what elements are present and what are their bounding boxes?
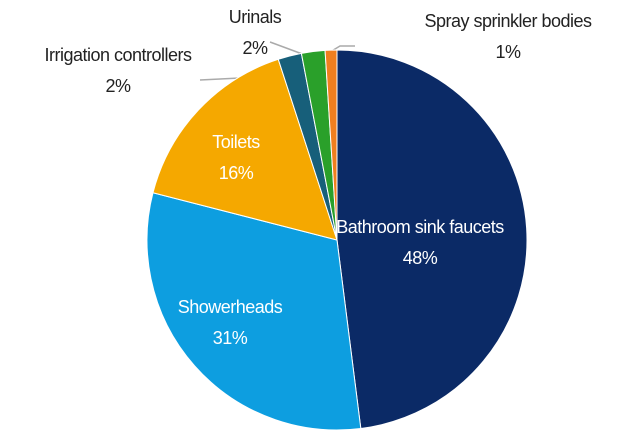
slice-value-label: 1% bbox=[495, 42, 521, 62]
slice-label: Toilets bbox=[212, 132, 260, 152]
slice-value-label: 2% bbox=[242, 38, 268, 58]
leader-line bbox=[269, 41, 306, 56]
pie-slice bbox=[152, 58, 338, 241]
slice-value-label: 48% bbox=[403, 248, 438, 268]
slice-value-label: 31% bbox=[213, 328, 248, 348]
slice-label: Irrigation controllers bbox=[44, 45, 192, 65]
pie-slice bbox=[324, 49, 338, 241]
slice-value-label: 16% bbox=[219, 163, 254, 183]
slice-label: Urinals bbox=[229, 7, 282, 27]
slice-value-label: 2% bbox=[105, 76, 131, 96]
pie-slice bbox=[336, 49, 528, 430]
slice-label: Spray sprinkler bodies bbox=[424, 11, 592, 31]
slice-label: Bathroom sink faucets bbox=[336, 217, 504, 237]
pie-slice bbox=[146, 192, 362, 431]
slice-label: Showerheads bbox=[178, 297, 283, 317]
